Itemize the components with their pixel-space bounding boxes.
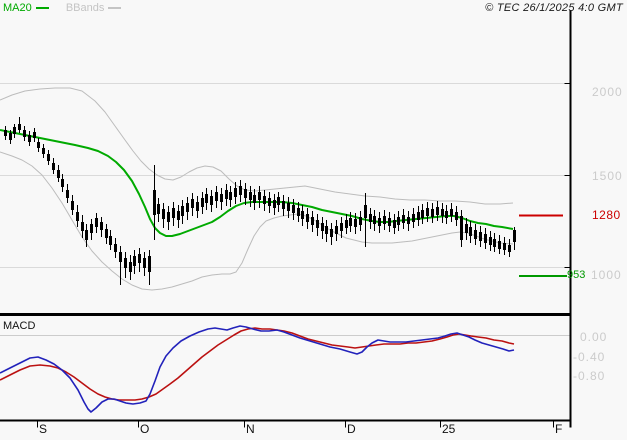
legend-bbands-label: BBands [65, 2, 105, 14]
ma20-line-icon [35, 7, 49, 10]
x-axis-label-sep: S [39, 422, 48, 436]
x-axis-label-dec: D [347, 422, 356, 436]
y-axis-label-1000: 1000 [591, 268, 622, 282]
x-axis-label-oct: O [140, 422, 150, 436]
legend-ma20-label: MA20 [3, 2, 32, 14]
level-label-1280: 1280 [592, 208, 621, 222]
macd-y-label-neg40: -0.40 [573, 350, 606, 364]
macd-panel-title: MACD [3, 320, 36, 332]
level-label-953: 953 [567, 269, 586, 281]
macd-y-label-zero: 0.00 [580, 330, 608, 344]
x-axis-label-jan25: 25 [442, 422, 456, 436]
bbands-line-icon [108, 7, 122, 10]
x-axis-label-nov: N [246, 422, 255, 436]
copyright-watermark: © TEC 26/1/2025 4:0 GMT [485, 2, 623, 14]
x-axis-label-feb: F [555, 422, 563, 436]
chart-legend: MA20 BBands [3, 2, 122, 14]
y-axis-label-1500: 1500 [592, 169, 623, 183]
macd-y-label-neg80: -0.80 [573, 369, 606, 383]
y-axis-label-2000: 2000 [592, 85, 623, 99]
